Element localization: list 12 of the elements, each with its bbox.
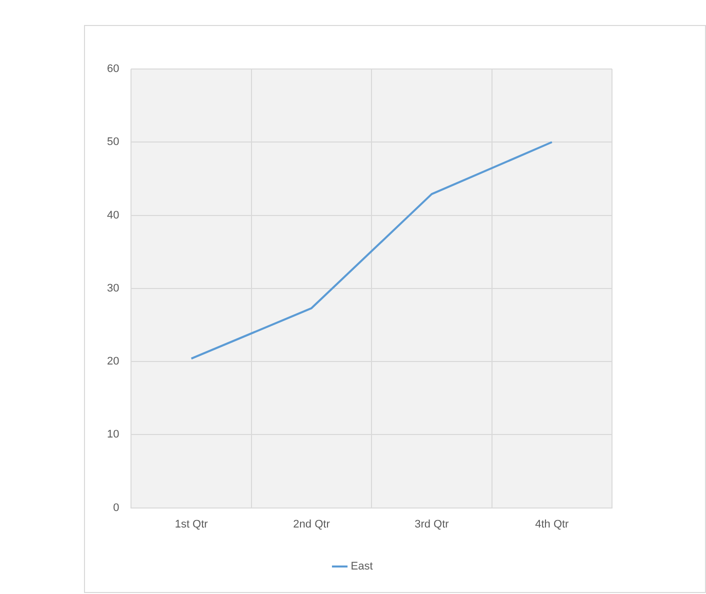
y-tick-label: 50: [106, 136, 120, 148]
legend-label: East: [350, 560, 373, 573]
x-tick-label: 1st Qtr: [174, 518, 208, 530]
y-tick-label: 10: [106, 428, 120, 441]
y-tick-label: 20: [106, 356, 120, 368]
y-tick-label: 60: [106, 63, 120, 76]
x-tick-label: 3rd Qtr: [414, 518, 450, 530]
y-tick-label: 40: [106, 209, 120, 222]
y-tick-label: 30: [106, 282, 120, 294]
x-tick-label: 2nd Qtr: [293, 518, 330, 530]
y-tick-label: 0: [113, 502, 120, 514]
x-tick-label: 4th Qtr: [535, 518, 570, 530]
